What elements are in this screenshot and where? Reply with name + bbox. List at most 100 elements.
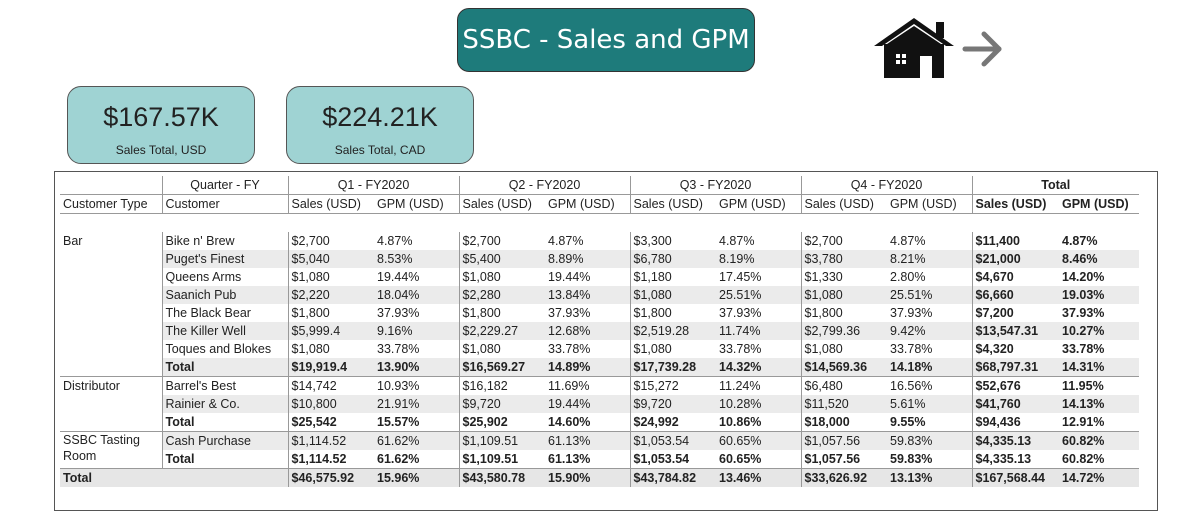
sales-value-cell: $6,780 <box>629 250 716 268</box>
sales-value-cell: $1,080 <box>458 340 545 358</box>
gpm-value-cell: 12.91% <box>1059 413 1139 432</box>
customer-name-cell[interactable]: Cash Purchase <box>161 431 288 450</box>
table-row: Bar Bike n' Brew $2,700 4.87% $2,700 4.87% $3,… <box>60 232 1139 377</box>
home-icon[interactable] <box>872 16 956 80</box>
sales-column-header[interactable]: Sales (USD) <box>800 194 887 214</box>
customer-name-cell[interactable]: Toques and Blokes <box>161 340 288 358</box>
gpm-value-cell: 19.44% <box>545 395 630 413</box>
sales-value-cell: $11,520 <box>800 395 887 413</box>
gpm-column-header[interactable]: GPM (USD) <box>545 194 630 214</box>
sales-value-cell: $167,568.44 <box>971 468 1059 487</box>
gpm-value-cell: 18.04% <box>374 286 459 304</box>
sales-value-cell: $41,760 <box>971 395 1059 413</box>
gpm-value-cell: 4.87% <box>548 234 584 248</box>
gpm-value-cell: 61.62% <box>374 431 459 450</box>
gpm-value-cell: 10.93% <box>377 379 420 393</box>
sales-value-cell: $17,739.28 <box>629 358 716 377</box>
subtotal-label[interactable]: Total <box>161 413 288 432</box>
sales-column-header[interactable]: Sales (USD) <box>629 194 716 214</box>
gpm-value-cell: 15.96% <box>374 468 459 487</box>
gpm-value-cell: 8.19% <box>716 250 801 268</box>
gpm-value-cell: 13.46% <box>716 468 801 487</box>
quarter-header[interactable]: Q4 - FY2020 <box>800 176 972 195</box>
gpm-value-cell: 14.60% <box>545 413 630 432</box>
sales-value-cell: $1,800 <box>800 304 887 322</box>
table-row: The Black Bear $1,800 37.93% $1,800 37.93% $1… <box>60 304 1139 322</box>
quarter-header[interactable]: Q2 - FY2020 <box>458 176 630 195</box>
subtotal-label[interactable]: Total <box>161 450 288 469</box>
total-header[interactable]: Total <box>971 176 1139 195</box>
sales-column-header[interactable]: Sales (USD) <box>458 194 545 214</box>
table-row: Distributor Barrel's Best $14,742 10.93% $16… <box>60 376 1139 432</box>
sales-value-cell: $1,114.52 <box>287 450 374 469</box>
sales-column-header[interactable]: Sales (USD) <box>287 194 374 214</box>
customer-name-cell[interactable]: Queens Arms <box>161 268 288 286</box>
sales-value-cell: $1,114.52 <box>287 431 374 450</box>
gpm-value-cell: 33.78% <box>719 342 762 356</box>
gpm-value-cell: 11.24% <box>719 379 761 393</box>
customer-type-header[interactable]: Customer Type <box>60 194 162 214</box>
gpm-value-cell: 15.90% <box>545 468 630 487</box>
arrow-right-icon[interactable] <box>962 30 1004 68</box>
sales-value-cell: $1,053.54 <box>629 431 716 450</box>
gpm-value-cell: 60.65% <box>716 431 801 450</box>
gpm-value-cell: 19.44% <box>548 270 591 284</box>
gpm-value-cell: 13.13% <box>887 468 972 487</box>
customer-type-cell[interactable]: Distributor <box>60 376 162 432</box>
sales-value-cell: $10,800 <box>287 395 374 413</box>
gpm-column-header[interactable]: GPM (USD) <box>887 194 972 214</box>
subtotal-label[interactable]: Total <box>161 358 288 377</box>
customer-name-cell[interactable]: Barrel's Best <box>161 376 288 395</box>
sales-value-cell: $24,992 <box>629 413 716 432</box>
sales-value-cell: $1,800 <box>458 304 545 322</box>
sales-value-cell: $2,700 <box>458 232 545 250</box>
gpm-value-cell: 2.80% <box>890 270 926 284</box>
sales-column-header[interactable]: Sales (USD) <box>971 194 1059 214</box>
sales-value-cell: $2,799.36 <box>800 322 887 340</box>
gpm-column-header[interactable]: GPM (USD) <box>716 194 801 214</box>
gpm-value-cell: 10.28% <box>716 395 801 413</box>
table-row: Saanich Pub $2,220 18.04% $2,280 13.84% $1,08… <box>60 286 1139 304</box>
gpm-value-cell: 61.62% <box>374 450 459 469</box>
gpm-value-cell: 8.53% <box>374 250 459 268</box>
customer-type-cell[interactable]: SSBC Tasting Room <box>60 431 162 469</box>
customer-name-cell[interactable]: Bike n' Brew <box>161 232 288 250</box>
customer-type-cell[interactable]: Bar <box>60 232 162 377</box>
gpm-value-cell: 19.03% <box>1059 286 1139 304</box>
gpm-column-header[interactable]: GPM (USD) <box>1059 194 1139 214</box>
customer-name-cell[interactable]: The Killer Well <box>161 322 288 340</box>
sales-value-cell: $2,280 <box>458 286 545 304</box>
sales-value-cell: $3,780 <box>800 250 887 268</box>
sales-value-cell: $33,626.92 <box>800 468 887 487</box>
table-row: Queens Arms $1,080 19.44% $1,080 19.44% $1,18… <box>60 268 1139 286</box>
quarter-header[interactable]: Q3 - FY2020 <box>629 176 801 195</box>
sales-value-cell: $1,080 <box>629 340 716 358</box>
gpm-value-cell: 14.72% <box>1059 468 1139 487</box>
gpm-value-cell: 9.55% <box>887 413 972 432</box>
customer-name-cell[interactable]: Saanich Pub <box>161 286 288 304</box>
customer-name-cell[interactable]: The Black Bear <box>161 304 288 322</box>
gpm-value-cell: 9.16% <box>374 322 459 340</box>
sales-value-cell: $1,057.56 <box>800 450 887 469</box>
sales-value-cell: $2,700 <box>800 232 887 250</box>
gpm-value-cell: 4.87% <box>890 234 926 248</box>
sales-value-cell: $1,080 <box>800 340 887 358</box>
customer-header[interactable]: Customer <box>161 194 288 214</box>
gpm-value-cell: 10.27% <box>1059 322 1139 340</box>
sales-value-cell: $1,800 <box>629 304 716 322</box>
gpm-value-cell: 9.42% <box>887 322 972 340</box>
customer-name-cell[interactable]: Puget's Finest <box>161 250 288 268</box>
gpm-value-cell: 4.87% <box>1062 234 1098 248</box>
table-row: The Killer Well $5,999.4 9.16% $2,229.27 12.… <box>60 322 1139 340</box>
gpm-value-cell: 14.89% <box>545 358 630 377</box>
table-row: Total $1,114.52 61.62% $1,109.51 61.13% $1,05… <box>60 450 1139 469</box>
sales-value-cell: $1,080 <box>800 286 887 304</box>
gpm-column-header[interactable]: GPM (USD) <box>374 194 459 214</box>
customer-name-cell[interactable]: Rainier & Co. <box>161 395 288 413</box>
gpm-value-cell: 16.56% <box>890 379 933 393</box>
gpm-value-cell: 37.93% <box>890 306 933 320</box>
sales-value-cell: $1,080 <box>287 268 374 286</box>
quarter-header[interactable]: Q1 - FY2020 <box>287 176 459 195</box>
sales-value-cell: $25,902 <box>458 413 545 432</box>
gpm-value-cell: 8.89% <box>545 250 630 268</box>
